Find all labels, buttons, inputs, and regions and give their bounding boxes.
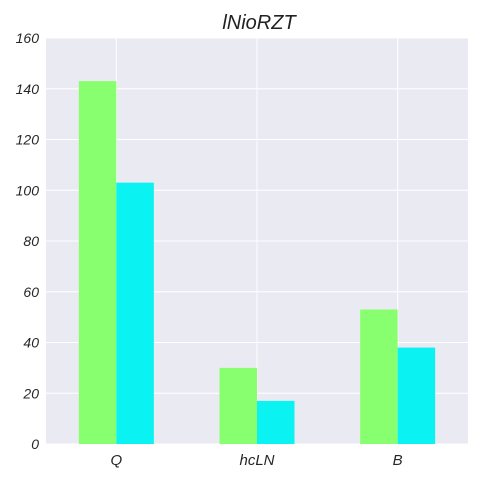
bars xyxy=(78,81,436,444)
bar-hcLN-series-1 xyxy=(219,367,257,444)
y-tick-label: 0 xyxy=(31,436,39,452)
chart-title: lNioRZT xyxy=(222,12,297,34)
bar-Q-series-1 xyxy=(78,81,117,444)
bar-hcLN-series-2 xyxy=(257,400,295,444)
y-tick-labels: 0 20 40 60 80 100 120 140 160 xyxy=(16,30,40,452)
bar-Q-series-2 xyxy=(116,182,154,444)
y-tick-label: 80 xyxy=(23,233,39,249)
y-tick-label: 120 xyxy=(16,132,40,148)
y-tick-label: 20 xyxy=(22,385,39,401)
y-tick-label: 140 xyxy=(16,81,40,97)
x-tick-label: hcLN xyxy=(239,452,274,469)
y-tick-label: 60 xyxy=(23,284,39,300)
x-tick-label: Q xyxy=(110,452,122,469)
x-tick-label: B xyxy=(393,452,403,469)
y-tick-label: 100 xyxy=(16,182,40,198)
bar-B-series-1 xyxy=(360,309,398,444)
bar-B-series-2 xyxy=(397,347,436,444)
y-tick-label: 40 xyxy=(23,335,39,351)
y-tick-label: 160 xyxy=(16,30,40,46)
